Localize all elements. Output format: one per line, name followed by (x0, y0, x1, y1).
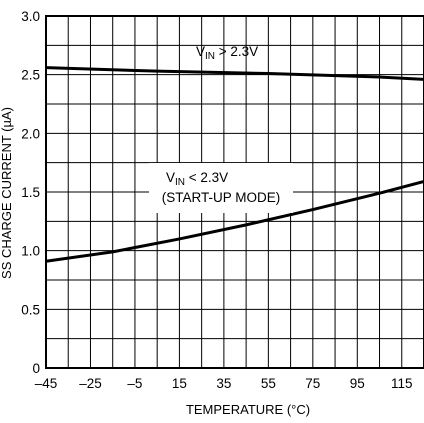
x-tick-label: –25 (79, 376, 102, 391)
annotation-vin-low-line2: (START-UP MODE) (162, 190, 281, 205)
y-axis-label: SS CHARGE CURRENT (µA) (0, 107, 14, 279)
y-tick-label: 1.5 (21, 185, 40, 200)
annotation-vin-high-sub: IN (205, 51, 215, 62)
y-tick-label: 0 (32, 361, 40, 376)
x-tick-label: 115 (391, 376, 413, 391)
annotation-vin-low-sub: IN (175, 177, 185, 188)
x-tick-label: 15 (172, 376, 187, 391)
y-tick-label: 2.5 (21, 68, 40, 83)
annotation-vin-high-rest: > 2.3V (215, 44, 258, 59)
y-tick-label: 2.0 (21, 126, 40, 141)
x-tick-label: –5 (127, 376, 142, 391)
x-axis-label: TEMPERATURE (°C) (186, 402, 310, 417)
x-tick-labels: –45 –25 –5 15 35 55 75 95 115 (35, 376, 413, 391)
annotation-vin-high: VIN > 2.3V (196, 44, 258, 62)
annotation-vin-low-main: V (166, 170, 175, 185)
x-tick-label: 55 (261, 376, 276, 391)
x-tick-label: 95 (350, 376, 365, 391)
x-tick-label: –45 (35, 376, 58, 391)
series-line-1 (46, 68, 424, 80)
y-tick-label: 3.0 (21, 9, 40, 24)
y-tick-label: 0.5 (21, 302, 40, 317)
annotation-vin-low-rest: < 2.3V (185, 170, 228, 185)
y-tick-label: 1.0 (21, 244, 40, 259)
annotation-vin-high-main: V (196, 44, 205, 59)
y-tick-labels: 0 0.5 1.0 1.5 2.0 2.5 3.0 (21, 9, 40, 376)
x-tick-label: 35 (216, 376, 231, 391)
x-tick-label: 75 (305, 376, 320, 391)
